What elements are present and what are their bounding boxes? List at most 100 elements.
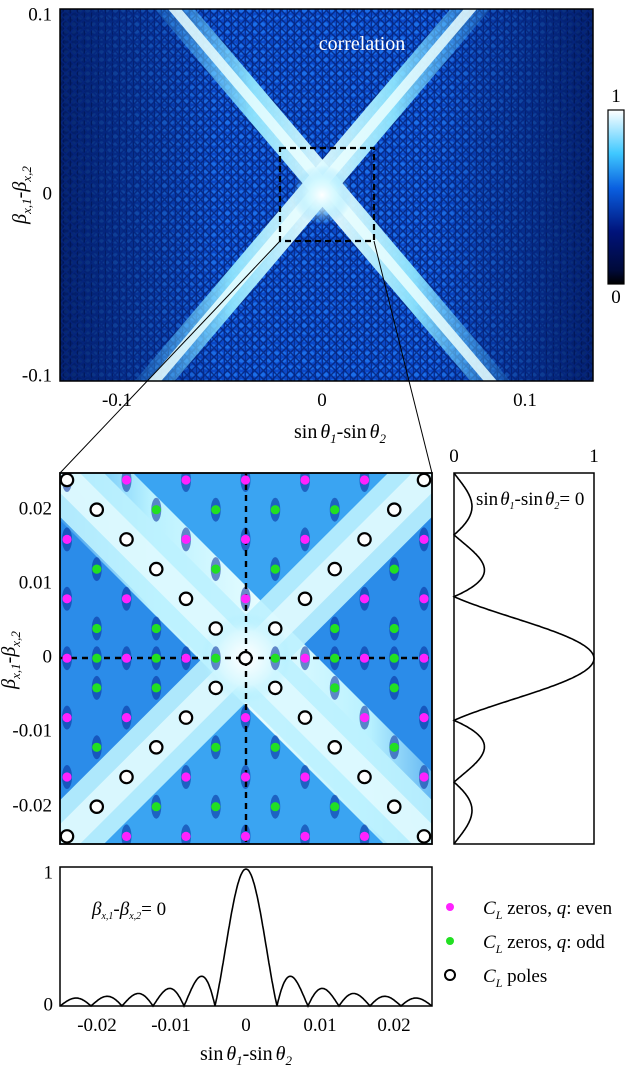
pole-marker <box>327 739 343 755</box>
zero-odd-marker <box>151 653 161 663</box>
zero-odd-marker <box>330 505 340 515</box>
pole-marker <box>59 829 75 844</box>
zero-even-marker <box>300 534 310 545</box>
top-xlabel: sin θ1-sin θ2 <box>294 421 387 446</box>
zero-even-marker <box>359 713 370 723</box>
zero-odd-marker <box>389 683 399 693</box>
zero-odd-marker <box>92 683 102 693</box>
side-profile-curve <box>452 472 595 845</box>
pole-marker <box>238 650 253 666</box>
open-circle-icon <box>444 969 456 981</box>
zero-odd-marker <box>211 564 221 574</box>
pole-marker <box>357 769 372 785</box>
pole-marker <box>416 829 432 844</box>
legend-item-poles: CL poles <box>444 966 547 990</box>
zero-odd-marker <box>330 683 340 693</box>
bottom-xtick: 0.02 <box>377 1015 410 1036</box>
zero-odd-marker <box>211 742 221 752</box>
side-profile-plot: 0 1 sin θ1-sin θ2= 0 <box>449 446 599 845</box>
zoom-markers <box>59 472 432 844</box>
zero-odd-marker <box>92 742 102 752</box>
zero-odd-marker <box>270 742 280 752</box>
bottom-xtick: -0.01 <box>151 1015 191 1036</box>
zero-even-marker <box>121 713 132 723</box>
bottom-xtick: 0 <box>241 1015 251 1036</box>
zero-odd-marker <box>211 653 221 663</box>
zero-odd-marker <box>330 802 340 812</box>
zero-odd-marker <box>92 623 102 634</box>
top-title: correlation <box>319 33 406 55</box>
zero-odd-marker <box>330 653 340 663</box>
zoom-ylabel: βx,1-βx,2 <box>0 631 23 690</box>
zero-odd-marker <box>389 742 399 752</box>
pole-marker <box>119 532 134 547</box>
side-xtick-1: 1 <box>589 446 599 467</box>
zero-even-marker <box>121 831 132 842</box>
zero-even-marker <box>359 653 370 663</box>
legend-item-zeros-odd: CL zeros, q: odd <box>446 932 605 956</box>
bottom-plot-frame <box>59 866 433 1007</box>
zero-even-marker <box>62 594 72 604</box>
bottom-profile-plot: βx,1-βx,2= 0 1 0 -0.02 -0.01 0 0.01 0.02… <box>44 862 433 1068</box>
zero-odd-marker <box>270 564 280 574</box>
zero-odd-marker <box>389 564 399 574</box>
green-dot-icon <box>446 937 454 945</box>
zero-odd-marker <box>92 564 102 574</box>
zero-even-marker <box>181 653 191 663</box>
pole-marker <box>89 502 105 517</box>
pole-marker <box>148 739 164 755</box>
pole-marker <box>416 472 432 488</box>
zoom-ytick: 0 <box>43 646 53 667</box>
pole-marker <box>267 680 283 696</box>
legend-item-zeros-even: CL zeros, q: even <box>446 898 613 922</box>
zoom-ytick: -0.02 <box>12 795 52 816</box>
pole-marker <box>386 502 402 517</box>
bottom-xtick: -0.02 <box>77 1015 117 1036</box>
zero-even-marker <box>240 831 251 842</box>
pole-marker <box>148 561 164 577</box>
pole-marker <box>178 591 194 607</box>
pole-marker <box>89 799 105 814</box>
legend: CL zeros, q: even CL zeros, q: odd CL po… <box>444 898 613 990</box>
zero-even-marker <box>240 534 251 545</box>
zero-even-marker <box>300 772 310 782</box>
zero-even-marker <box>359 831 370 842</box>
bottom-xlabel: sin θ1-sin θ2 <box>200 1043 293 1068</box>
zero-even-marker <box>62 713 72 723</box>
zoom-connector-right <box>373 240 433 474</box>
zero-even-marker <box>181 534 191 545</box>
zoom-connector-left <box>59 240 281 474</box>
zero-odd-marker <box>151 683 161 693</box>
zoom-plot-frame <box>59 472 433 845</box>
zero-even-marker <box>240 713 251 723</box>
bottom-ytick: 1 <box>44 862 54 883</box>
zero-even-marker <box>240 475 251 485</box>
zoom-heatmap: 0.02 0.01 0 -0.01 -0.02 βx,1-βx,2 <box>0 472 433 845</box>
pole-marker <box>119 769 134 785</box>
pole-marker <box>208 680 224 696</box>
zoom-ytick: -0.01 <box>12 720 52 741</box>
pole-marker <box>208 621 224 636</box>
top-ytick: 0.1 <box>28 4 52 25</box>
zero-even-marker <box>181 772 191 782</box>
zero-even-marker <box>300 653 310 663</box>
side-annotation: sin θ1-sin θ2= 0 <box>476 489 584 512</box>
bottom-profile-curve <box>59 868 433 1009</box>
zero-odd-marker <box>270 505 280 515</box>
zero-even-marker <box>62 653 72 663</box>
pole-marker <box>178 710 194 725</box>
pole-marker <box>59 472 75 488</box>
top-ytick: -0.1 <box>22 365 52 386</box>
zero-odd-marker <box>151 802 161 812</box>
zero-odd-marker <box>211 802 221 812</box>
pole-marker <box>386 799 402 814</box>
zero-even-marker <box>121 653 132 663</box>
svg-text:CL poles: CL poles <box>483 966 547 990</box>
bottom-annotation: βx,1-βx,2= 0 <box>91 899 166 922</box>
colorbar-min-label: 0 <box>611 287 621 308</box>
zero-even-marker <box>419 713 429 723</box>
zero-odd-marker <box>389 623 399 634</box>
zero-odd-marker <box>151 623 161 634</box>
zoom-ytick: 0.01 <box>19 572 52 593</box>
